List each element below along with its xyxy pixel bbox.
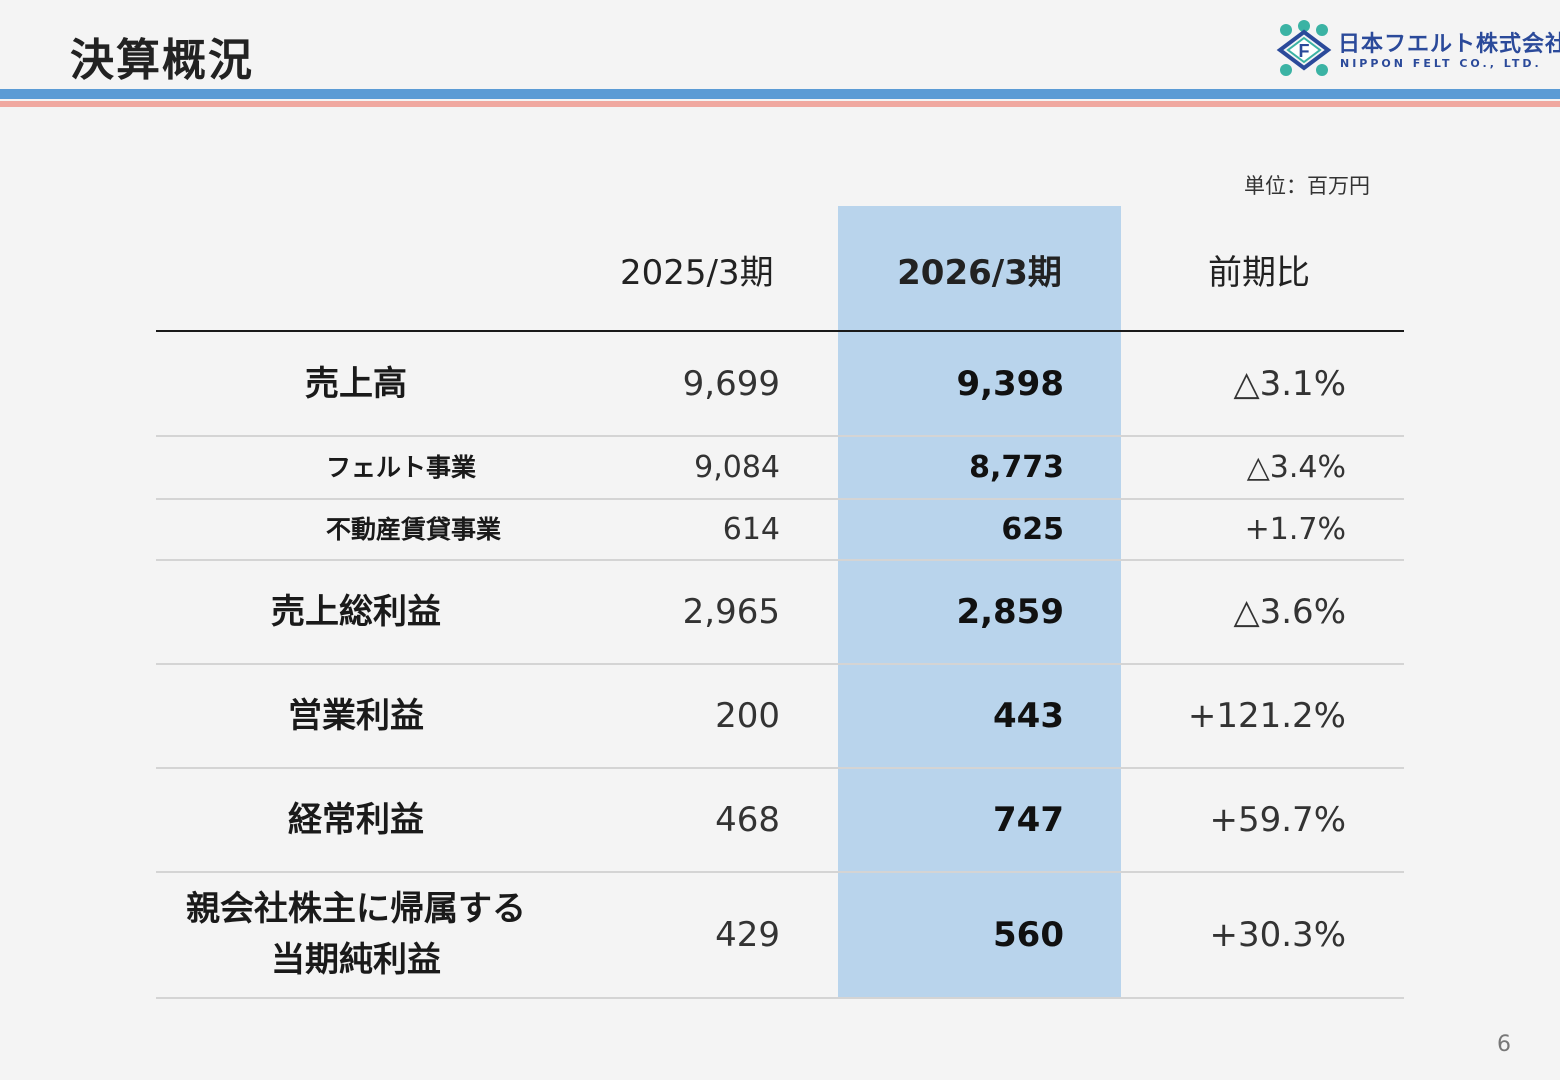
- logo-mark-letter: F: [1299, 41, 1310, 61]
- row-divider: [156, 435, 1404, 437]
- row-label: フェルト事業: [326, 452, 477, 482]
- logo-company-name-en: NIPPON FELT CO., LTD.: [1340, 57, 1542, 70]
- row-divider: [156, 663, 1404, 665]
- yoy-change: +121.2%: [1187, 696, 1346, 736]
- row-label: 営業利益: [288, 695, 424, 736]
- prev-value: 429: [715, 915, 780, 955]
- current-value: 9,398: [956, 364, 1064, 404]
- header-rule: [156, 330, 1404, 332]
- current-value: 747: [993, 800, 1064, 840]
- table-row-gross-profit: 売上総利益 2,965 2,859 △3.6%: [156, 561, 1404, 663]
- current-value: 2,859: [956, 592, 1064, 632]
- table-row-operating-profit: 営業利益 200 443 +121.2%: [156, 665, 1404, 767]
- header-band-pink: [0, 101, 1560, 107]
- prev-value: 9,084: [694, 450, 780, 485]
- current-period-highlight: [838, 206, 1121, 999]
- unit-label: 単位：百万円: [1244, 174, 1370, 198]
- prev-value: 468: [715, 800, 780, 840]
- yoy-change: △3.6%: [1233, 592, 1346, 632]
- header-yoy-change: 前期比: [1208, 253, 1310, 293]
- current-value: 625: [1001, 512, 1064, 547]
- page-title: 決算概況: [70, 35, 254, 86]
- nippon-felt-logo-mark-icon: F: [1276, 20, 1332, 76]
- header-current-period: 2026/3期: [897, 253, 1062, 293]
- company-logo: F 日本フエルト株式会社 NIPPON FELT CO., LTD.: [1276, 20, 1560, 82]
- row-label: 売上総利益: [271, 591, 441, 632]
- yoy-change: +30.3%: [1209, 915, 1347, 955]
- row-label: 売上高: [305, 363, 407, 404]
- row-label-line1: 親会社株主に帰属する: [186, 889, 526, 929]
- current-value: 560: [993, 915, 1064, 955]
- yoy-change: +1.7%: [1244, 512, 1346, 547]
- table-row-felt-business: フェルト事業 9,084 8,773 △3.4%: [156, 437, 1404, 498]
- row-divider: [156, 871, 1404, 873]
- prev-value: 9,699: [682, 364, 780, 404]
- table-row-net-sales: 売上高 9,699 9,398 △3.1%: [156, 333, 1404, 435]
- yoy-change: +59.7%: [1209, 800, 1347, 840]
- current-value: 443: [993, 696, 1064, 736]
- prev-value: 614: [722, 512, 780, 547]
- table-row-ordinary-profit: 経常利益 468 747 +59.7%: [156, 769, 1404, 871]
- row-label: 親会社株主に帰属する 当期純利益: [156, 873, 556, 997]
- header-prev-period: 2025/3期: [620, 253, 774, 293]
- yoy-change: △3.4%: [1246, 450, 1346, 485]
- table-row-real-estate-business: 不動産賃貸事業 614 625 +1.7%: [156, 500, 1404, 559]
- prev-value: 200: [715, 696, 780, 736]
- row-label: 不動産賃貸事業: [326, 514, 502, 544]
- row-divider: [156, 498, 1404, 500]
- row-divider: [156, 767, 1404, 769]
- row-label-line2: 当期純利益: [271, 940, 441, 980]
- table-row-net-income: 親会社株主に帰属する 当期純利益 429 560 +30.3%: [156, 873, 1404, 997]
- current-value: 8,773: [969, 450, 1064, 485]
- page-number: 6: [1497, 1032, 1511, 1057]
- yoy-change: △3.1%: [1233, 364, 1346, 404]
- prev-value: 2,965: [682, 592, 780, 632]
- row-divider: [156, 559, 1404, 561]
- row-label: 経常利益: [288, 799, 424, 840]
- table-bottom-rule: [156, 997, 1404, 999]
- logo-company-name: 日本フエルト株式会社: [1338, 32, 1560, 57]
- header-band-blue: [0, 89, 1560, 99]
